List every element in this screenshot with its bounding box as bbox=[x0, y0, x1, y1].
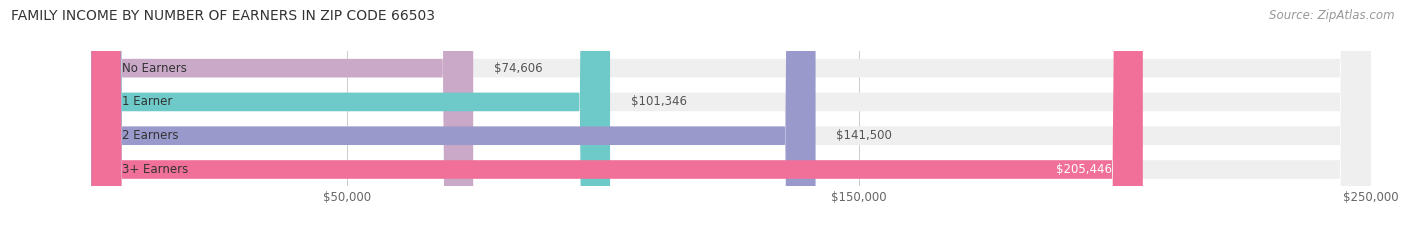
Text: 2 Earners: 2 Earners bbox=[122, 129, 179, 142]
Text: $205,446: $205,446 bbox=[1056, 163, 1112, 176]
FancyBboxPatch shape bbox=[91, 0, 1371, 233]
Text: 3+ Earners: 3+ Earners bbox=[122, 163, 188, 176]
FancyBboxPatch shape bbox=[91, 0, 815, 233]
FancyBboxPatch shape bbox=[91, 0, 1143, 233]
FancyBboxPatch shape bbox=[91, 0, 1371, 233]
Text: $141,500: $141,500 bbox=[837, 129, 891, 142]
FancyBboxPatch shape bbox=[91, 0, 1371, 233]
Text: Source: ZipAtlas.com: Source: ZipAtlas.com bbox=[1270, 9, 1395, 22]
Text: 1 Earner: 1 Earner bbox=[122, 96, 173, 108]
Text: No Earners: No Earners bbox=[122, 62, 187, 75]
FancyBboxPatch shape bbox=[91, 0, 474, 233]
Text: $74,606: $74,606 bbox=[494, 62, 543, 75]
Text: FAMILY INCOME BY NUMBER OF EARNERS IN ZIP CODE 66503: FAMILY INCOME BY NUMBER OF EARNERS IN ZI… bbox=[11, 9, 436, 23]
FancyBboxPatch shape bbox=[91, 0, 610, 233]
Text: $101,346: $101,346 bbox=[630, 96, 686, 108]
FancyBboxPatch shape bbox=[91, 0, 1371, 233]
